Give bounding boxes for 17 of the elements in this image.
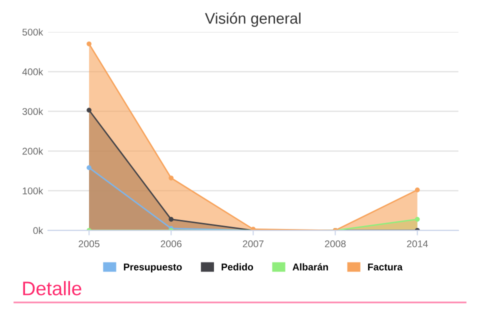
x-tick-label: 2014 xyxy=(407,240,428,248)
x-tick-label: 2006 xyxy=(160,240,182,248)
chart-title: Visión general xyxy=(204,12,300,27)
legend-label: Albarán xyxy=(292,263,328,270)
legend-label: Presupuesto xyxy=(124,264,182,272)
x-tick-label: 2008 xyxy=(324,240,346,248)
x-tick-label: 2005 xyxy=(78,240,100,248)
x-tick-label: 2007 xyxy=(242,240,264,248)
y-tick-label: 0k xyxy=(33,226,44,234)
y-tick-label: 300k xyxy=(22,108,44,115)
y-tick-label: 200k xyxy=(22,148,44,155)
y-tick-label: 400k xyxy=(22,68,44,76)
legend-label: Factura xyxy=(368,264,403,270)
text: Detalle xyxy=(23,281,82,296)
legend-label: Pedido xyxy=(222,263,254,270)
y-tick-label: 500k xyxy=(22,28,44,36)
y-tick-label: 100k xyxy=(22,187,44,194)
